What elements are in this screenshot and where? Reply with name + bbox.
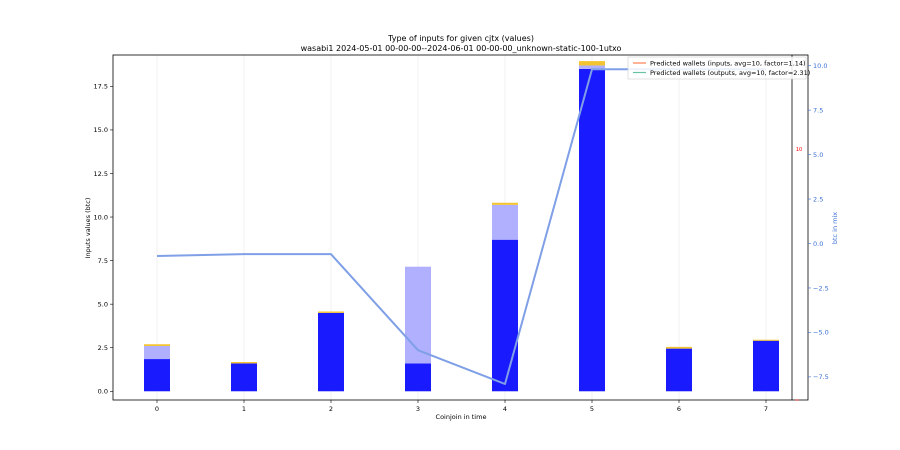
btc-in-mix-line (156, 68, 766, 385)
y-tick-label: 15.0 (94, 126, 108, 134)
line-layer (156, 68, 766, 385)
y2-tick-label: 0.0 (813, 240, 823, 248)
chart-subtitle: wasabi1 2024-05-01 00-00-00--2024-06-01 … (301, 44, 622, 53)
x-tick-label: 2 (329, 405, 333, 413)
bar-segment-1 (579, 65, 605, 69)
bar-segment-2 (318, 311, 344, 313)
bar-segment-0 (666, 348, 692, 392)
x-tick-label: 0 (155, 405, 159, 413)
legend-box (627, 56, 807, 80)
y2-tick-label: 5.0 (813, 151, 823, 159)
y2-ticks: −7.5 −5.0 −2.5 0.0 2.5 5.0 7.5 10.0 (808, 62, 829, 381)
bar-segment-0 (318, 312, 344, 392)
y2-tick-label: 2.5 (813, 195, 823, 203)
y-tick-label: 5.0 (98, 300, 108, 308)
x-tick-label: 7 (764, 405, 768, 413)
y2-tick-label: −7.5 (813, 373, 829, 381)
x-tick-label: 5 (590, 405, 594, 413)
y2-tick-label: −2.5 (813, 284, 829, 292)
bar-segment-0 (405, 363, 431, 392)
x-tick-label: 1 (242, 405, 246, 413)
legend-label-outputs: Predicted wallets (outputs, avg=10, fact… (650, 69, 810, 77)
y-tick-label: 10.0 (94, 213, 108, 221)
x-tick-label: 4 (503, 405, 507, 413)
bar-segment-2 (666, 346, 692, 349)
x-ticks: 0 1 2 3 4 5 6 7 (155, 400, 768, 413)
bars-layer (144, 61, 779, 392)
bar-segment-2 (579, 61, 605, 66)
legend: Predicted wallets (inputs, avg=10, facto… (627, 56, 810, 80)
bar-segment-0 (144, 359, 170, 392)
y2-tick-label: −5.0 (813, 329, 829, 337)
bar-segment-0 (579, 68, 605, 392)
plot-frame (112, 54, 809, 401)
y-tick-label: 2.5 (98, 344, 108, 352)
bar-segment-1 (405, 266, 431, 364)
bar-segment-0 (231, 363, 257, 392)
x-tick-label: 3 (416, 405, 420, 413)
y2-axis-label: btc in mix (831, 212, 839, 244)
bar-segment-0 (753, 340, 779, 392)
bar-segment-1 (144, 345, 170, 360)
bar-segment-1 (492, 204, 518, 240)
bar-segment-0 (492, 239, 518, 392)
y2-tick-label: 7.5 (813, 106, 823, 114)
chart-title: Type of inputs for given cjtx (values) (387, 34, 534, 43)
bar-segment-2 (753, 339, 779, 341)
x-tick-label: 6 (677, 405, 681, 413)
annotation-marker: 10 (796, 147, 802, 153)
y-ticks: 0.0 2.5 5.0 7.5 10.0 12.5 15.0 17.5 (94, 83, 113, 396)
y-tick-label: 0.0 (98, 388, 108, 396)
legend-label-inputs: Predicted wallets (inputs, avg=10, facto… (650, 60, 806, 68)
y2-tick-label: 10.0 (813, 62, 827, 70)
bar-segment-2 (231, 362, 257, 364)
y-tick-label: 17.5 (94, 83, 108, 91)
bar-segment-2 (144, 344, 170, 346)
y-tick-label: 7.5 (98, 257, 108, 265)
y-tick-label: 12.5 (94, 170, 108, 178)
bar-segment-2 (492, 202, 518, 205)
x-axis-label: Coinjoin in time (436, 413, 487, 421)
y-axis-label: Inputs values (btc) (84, 198, 92, 259)
